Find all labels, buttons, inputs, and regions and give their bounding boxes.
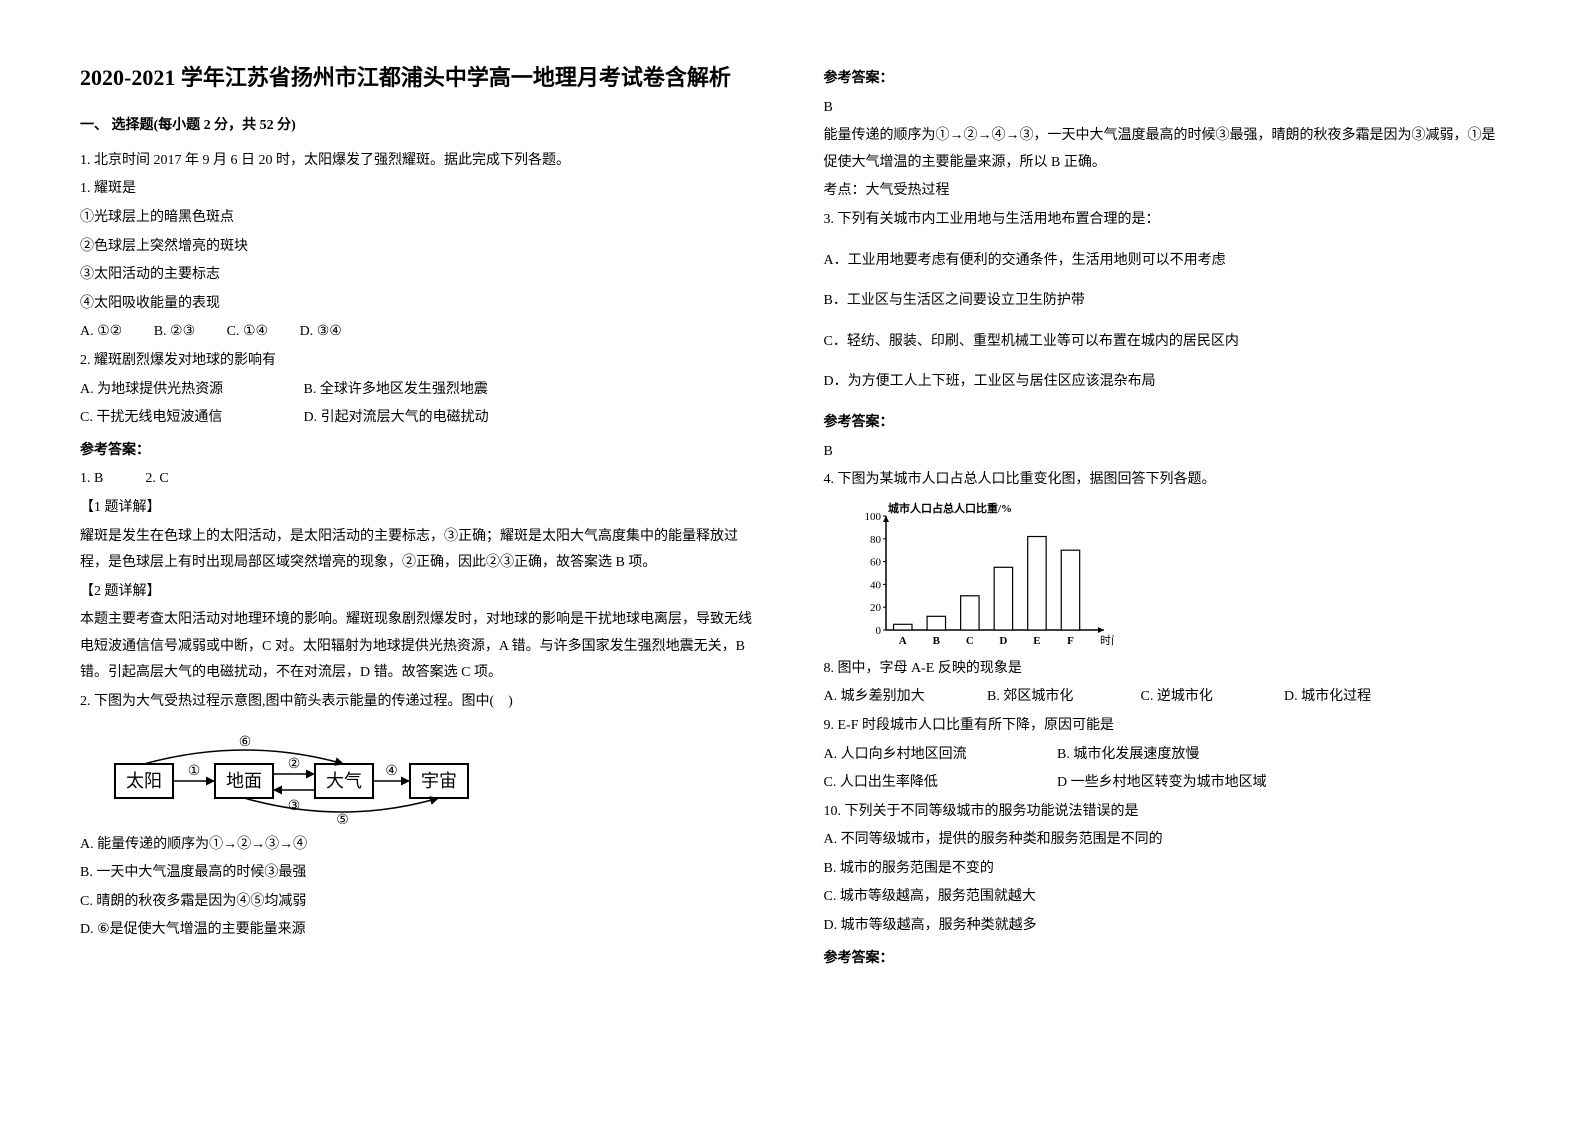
q4-sub9: 9. E-F 时段城市人口比重有所下降，原因可能是 — [824, 713, 1508, 740]
q4-sub8-a: A. 城乡差别加大 — [824, 684, 984, 711]
q1-opt2: ②色球层上突然增亮的斑块 — [80, 234, 764, 261]
q3-answer: B — [824, 439, 1508, 466]
svg-text:⑥: ⑥ — [239, 735, 252, 750]
q1-sub2-b: B. 全球许多地区发生强烈地震 — [304, 382, 488, 397]
q1-sub2-row1: A. 为地球提供光热资源 B. 全球许多地区发生强烈地震 — [80, 377, 764, 404]
q2-c: C. 晴朗的秋夜多霜是因为④⑤均减弱 — [80, 889, 764, 916]
section-header: 一、 选择题(每小题 2 分，共 52 分) — [80, 113, 764, 140]
population-chart: 城市人口占总人口比重/% 0 20 40 60 80 100 A B C D E F 时间 — [854, 500, 1508, 650]
q4-sub9-row1: A. 人口向乡村地区回流 B. 城市化发展速度放慢 — [824, 742, 1508, 769]
svg-text:60: 60 — [870, 556, 882, 568]
answer-label-2: 参考答案： — [824, 66, 1508, 93]
choice-c: C. ①④ — [227, 324, 268, 339]
svg-text:太阳: 太阳 — [126, 771, 162, 791]
answer-label-4: 参考答案： — [824, 946, 1508, 973]
svg-text:①: ① — [188, 764, 201, 779]
q1-sub2-c: C. 干扰无线电短波通信 — [80, 405, 300, 432]
page-title: 2020-2021 学年江苏省扬州市江都浦头中学高一地理月考试卷含解析 — [80, 60, 764, 95]
q4-sub8-d: D. 城市化过程 — [1284, 689, 1371, 704]
q4-sub10-c: C. 城市等级越高，服务范围就越大 — [824, 884, 1508, 911]
q4-sub8-b: B. 郊区城市化 — [987, 684, 1137, 711]
q4-sub9-b: B. 城市化发展速度放慢 — [1057, 747, 1199, 762]
q1-sub2-d: D. 引起对流层大气的电磁扰动 — [304, 410, 489, 425]
svg-text:A: A — [898, 635, 906, 647]
q4-sub8: 8. 图中，字母 A-E 反映的现象是 — [824, 656, 1508, 683]
svg-text:地面: 地面 — [226, 771, 262, 791]
svg-text:80: 80 — [870, 534, 882, 546]
svg-text:城市人口占总人口比重/%: 城市人口占总人口比重/% — [888, 501, 1012, 515]
q4-sub9-a: A. 人口向乡村地区回流 — [824, 742, 1054, 769]
q2-intro: 2. 下图为大气受热过程示意图,图中箭头表示能量的传递过程。图中( ) — [80, 689, 764, 716]
q4-sub10-a: A. 不同等级城市，提供的服务种类和服务范围是不同的 — [824, 827, 1508, 854]
svg-text:E: E — [1033, 635, 1040, 647]
svg-text:0: 0 — [875, 625, 881, 637]
q4-sub10-d: D. 城市等级越高，服务种类就越多 — [824, 913, 1508, 940]
choice-a: A. ①② — [80, 324, 122, 339]
svg-text:②: ② — [288, 757, 301, 772]
svg-text:③: ③ — [288, 799, 301, 814]
heat-diagram: 太阳 地面 大气 宇宙 ① ② ③ ④ ⑤ ⑥ — [110, 724, 764, 824]
q4-sub10: 10. 下列关于不同等级城市的服务功能说法错误的是 — [824, 799, 1508, 826]
q1-sub1: 1. 耀斑是 — [80, 176, 764, 203]
svg-text:宇宙: 宇宙 — [421, 771, 457, 791]
q1-expl2-header: 【2 题详解】 — [80, 579, 764, 606]
svg-text:20: 20 — [870, 602, 882, 614]
q2-expl: 能量传递的顺序为①→②→④→③，一天中大气温度最高的时候③最强，晴朗的秋夜多霜是… — [824, 123, 1508, 176]
choice-d: D. ③④ — [300, 324, 342, 339]
svg-text:④: ④ — [385, 764, 398, 779]
q1-expl1-header: 【1 题详解】 — [80, 495, 764, 522]
svg-text:F: F — [1067, 635, 1074, 647]
svg-text:时间: 时间 — [1100, 634, 1114, 647]
svg-text:100: 100 — [864, 511, 881, 523]
q1-opt3: ③太阳活动的主要标志 — [80, 262, 764, 289]
svg-text:大气: 大气 — [326, 771, 362, 791]
q1-choices: A. ①② B. ②③ C. ①④ D. ③④ — [80, 319, 764, 346]
q1-expl2: 本题主要考查太阳活动对地理环境的影响。耀斑现象剧烈爆发时，对地球的影响是干扰地球… — [80, 607, 764, 687]
svg-text:40: 40 — [870, 579, 882, 591]
q3-intro: 3. 下列有关城市内工业用地与生活用地布置合理的是： — [824, 207, 1508, 234]
choice-b: B. ②③ — [154, 324, 195, 339]
q4-sub8-c: C. 逆城市化 — [1141, 684, 1281, 711]
q4-sub10-b: B. 城市的服务范围是不变的 — [824, 856, 1508, 883]
q1-sub2: 2. 耀斑剧烈爆发对地球的影响有 — [80, 348, 764, 375]
q1-opt1: ①光球层上的暗黑色斑点 — [80, 205, 764, 232]
answer-label: 参考答案： — [80, 438, 764, 465]
q3-d: D．为方便工人上下班，工业区与居住区应该混杂布局 — [824, 369, 1508, 396]
q4-sub8-row: A. 城乡差别加大 B. 郊区城市化 C. 逆城市化 D. 城市化过程 — [824, 684, 1508, 711]
q1-expl1: 耀斑是发生在色球上的太阳活动，是太阳活动的主要标志，③正确；耀斑是太阳大气高度集… — [80, 524, 764, 577]
svg-text:D: D — [999, 635, 1007, 647]
q2-answer: B — [824, 95, 1508, 122]
q1-opt4: ④太阳吸收能量的表现 — [80, 291, 764, 318]
q3-a: A．工业用地要考虑有便利的交通条件，生活用地则可以不用考虑 — [824, 248, 1508, 275]
q4-intro: 4. 下图为某城市人口占总人口比重变化图，据图回答下列各题。 — [824, 467, 1508, 494]
q3-b: B．工业区与生活区之间要设立卫生防护带 — [824, 288, 1508, 315]
q1-sub2-a: A. 为地球提供光热资源 — [80, 377, 300, 404]
q4-sub9-c: C. 人口出生率降低 — [824, 770, 1054, 797]
left-column: 2020-2021 学年江苏省扬州市江都浦头中学高一地理月考试卷含解析 一、 选… — [80, 60, 764, 1062]
answer-label-3: 参考答案： — [824, 410, 1508, 437]
svg-text:⑤: ⑤ — [336, 813, 349, 824]
q2-kp: 考点：大气受热过程 — [824, 178, 1508, 205]
q4-sub9-row2: C. 人口出生率降低 D 一些乡村地区转变为城市地区域 — [824, 770, 1508, 797]
q1-sub2-row2: C. 干扰无线电短波通信 D. 引起对流层大气的电磁扰动 — [80, 405, 764, 432]
q4-sub9-d: D 一些乡村地区转变为城市地区域 — [1057, 775, 1267, 790]
right-column: 参考答案： B 能量传递的顺序为①→②→④→③，一天中大气温度最高的时候③最强，… — [824, 60, 1508, 1062]
q1-answer: 1. B 2. C — [80, 466, 764, 493]
q2-d: D. ⑥是促使大气增温的主要能量来源 — [80, 917, 764, 944]
q3-c: C．轻纺、服装、印刷、重型机械工业等可以布置在城内的居民区内 — [824, 329, 1508, 356]
q2-b: B. 一天中大气温度最高的时候③最强 — [80, 860, 764, 887]
q2-a: A. 能量传递的顺序为①→②→③→④ — [80, 832, 764, 859]
svg-text:C: C — [965, 635, 973, 647]
svg-text:B: B — [932, 635, 940, 647]
q1-intro: 1. 北京时间 2017 年 9 月 6 日 20 时，太阳爆发了强烈耀斑。据此… — [80, 148, 764, 175]
